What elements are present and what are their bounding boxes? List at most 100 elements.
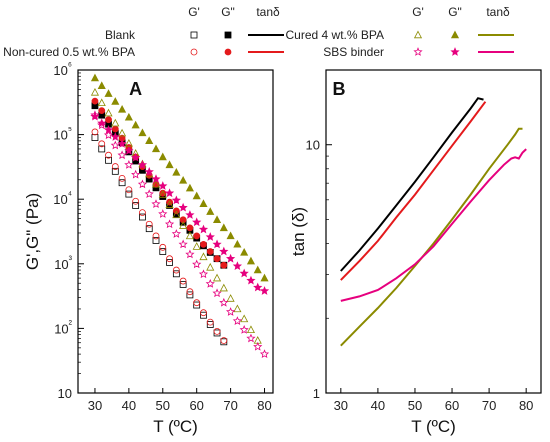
data-point <box>185 249 195 259</box>
data-point <box>212 215 222 223</box>
data-point <box>225 307 236 316</box>
data-point <box>193 299 201 307</box>
data-point <box>139 213 146 221</box>
panel-b-letter: B <box>332 79 345 99</box>
data-point <box>253 282 263 292</box>
panel-a-x-tick-label: 80 <box>257 398 271 413</box>
data-point <box>253 265 262 274</box>
data-point <box>212 273 222 282</box>
data-point <box>205 232 215 241</box>
data-point <box>158 181 168 190</box>
legend-header: G" <box>221 5 235 19</box>
data-point <box>260 273 269 282</box>
data-point <box>98 145 106 153</box>
data-point <box>219 283 228 292</box>
legend-header: G" <box>448 5 462 19</box>
legend-marker-loss <box>450 47 460 56</box>
series-blank-tan <box>340 97 484 272</box>
data-point <box>213 327 221 335</box>
data-point <box>165 160 174 169</box>
series-sbs-binder-tan <box>340 148 527 302</box>
legend-header: G' <box>412 5 424 19</box>
data-point <box>145 136 154 145</box>
panel-a-letter: A <box>129 79 142 99</box>
data-point <box>240 247 249 256</box>
data-point <box>97 118 107 128</box>
data-point <box>172 167 181 176</box>
legend-marker-storage <box>413 47 423 56</box>
data-point <box>213 255 221 263</box>
panel-b-chart: 30 40 50 60 70 80 1 10 B T (ºC) tan (δ) <box>289 69 542 436</box>
data-point <box>179 280 187 288</box>
panel-a-y-tick-label: 10⁴ <box>53 190 72 207</box>
data-point <box>111 97 120 105</box>
data-point <box>212 239 222 249</box>
data-point <box>179 176 188 184</box>
legend-label: SBS binder <box>323 45 384 59</box>
panel-b-x-tick-label: 50 <box>408 398 422 413</box>
panel-b-x-tick-label: 30 <box>334 398 348 413</box>
data-point <box>246 275 256 285</box>
data-point <box>118 105 127 113</box>
panel-b-x-tick-label: 80 <box>519 398 533 413</box>
data-point <box>246 333 256 343</box>
data-point <box>145 220 153 228</box>
data-point <box>259 286 270 295</box>
panel-a-x-tick-label: 70 <box>223 398 237 413</box>
data-point <box>239 268 249 278</box>
data-point <box>158 152 167 161</box>
legend-label: Cured 4 wt.% BPA <box>286 28 384 42</box>
data-point <box>124 112 133 121</box>
data-point <box>220 338 228 346</box>
data-point <box>253 341 263 351</box>
panel-a-frame <box>77 69 274 394</box>
series-sbs-binder-g <box>90 110 270 359</box>
panel-a-y-tick-label: 10³ <box>54 255 72 272</box>
data-point <box>172 270 180 278</box>
data-point <box>111 163 119 170</box>
data-point <box>90 87 100 96</box>
data-point <box>124 146 134 155</box>
data-point <box>186 224 194 232</box>
series-cured-4-wt-bpa-g <box>90 73 269 282</box>
data-point <box>158 209 168 218</box>
data-point <box>110 140 120 150</box>
data-point <box>192 242 201 250</box>
data-point <box>206 248 214 255</box>
panel-b-x-tick-label: 60 <box>445 398 459 413</box>
panel-a-y-tick-label: 10² <box>54 319 72 336</box>
legend-marker-loss <box>224 48 232 56</box>
data-point <box>118 179 126 187</box>
data-point <box>206 318 214 326</box>
data-point <box>192 217 202 227</box>
data-point <box>125 186 133 194</box>
data-point <box>132 202 140 209</box>
data-point <box>199 199 208 207</box>
panel-a-y-tick-label: 10⁶ <box>53 61 72 78</box>
data-point <box>137 160 148 169</box>
data-point <box>164 188 175 198</box>
data-point <box>200 240 207 248</box>
data-point <box>131 169 141 179</box>
panel-b-y-axis-label: tan (δ) <box>289 207 308 256</box>
data-point <box>104 108 113 117</box>
data-point <box>139 209 146 217</box>
series-non-cured-0-5-wt-bpa-g <box>91 128 228 344</box>
data-point <box>166 198 173 206</box>
data-point <box>105 151 112 159</box>
data-point <box>212 288 222 298</box>
data-point <box>172 266 180 274</box>
data-point <box>199 252 208 261</box>
data-point <box>178 202 188 212</box>
data-point <box>110 132 120 141</box>
panel-a-x-tick-label: 40 <box>122 398 136 413</box>
data-point <box>144 167 154 176</box>
data-point <box>219 297 229 307</box>
data-point <box>193 301 201 309</box>
data-point <box>90 73 100 82</box>
panel-b-x-tick-label: 70 <box>482 398 496 413</box>
data-point <box>144 189 154 199</box>
data-point <box>171 195 181 205</box>
data-point <box>185 231 194 240</box>
